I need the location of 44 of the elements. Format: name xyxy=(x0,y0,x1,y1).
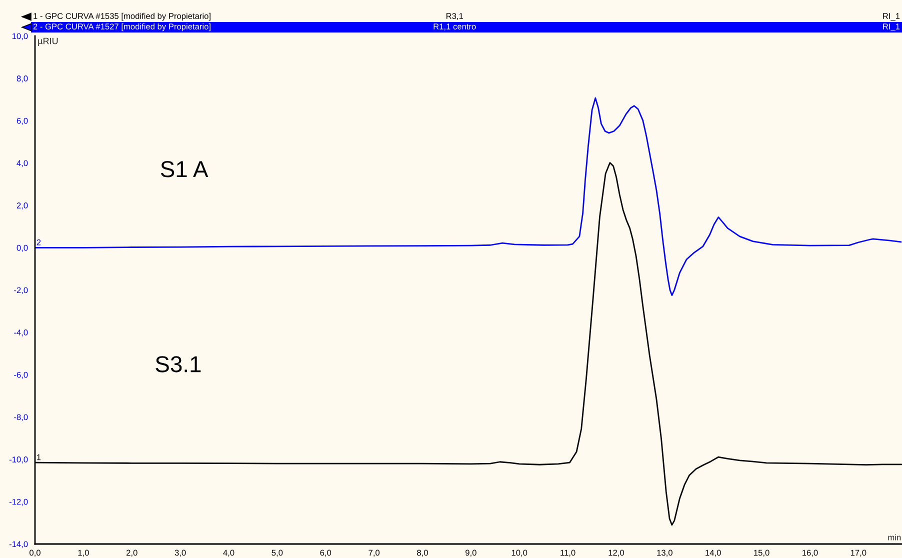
x-tick-label: 10,0 xyxy=(512,550,528,557)
x-tick-label: 15,0 xyxy=(754,550,770,557)
x-tick-label: 11,0 xyxy=(560,550,576,557)
x-tick-label: 16,0 xyxy=(802,550,818,557)
y-axis-title: µRIU xyxy=(38,38,58,46)
x-tick-label: 4,0 xyxy=(223,550,234,557)
x-tick-label: 17,0 xyxy=(850,550,866,557)
x-tick-label: 5,0 xyxy=(272,550,283,557)
y-tick-label: -14,0 xyxy=(9,541,28,548)
y-tick-label: -8,0 xyxy=(14,414,28,422)
x-tick-label: 7,0 xyxy=(368,550,380,557)
x-tick-label: 6,0 xyxy=(320,550,332,557)
x-tick-label: 0,0 xyxy=(30,550,40,557)
text: R3,1 xyxy=(446,13,464,20)
y-tick-label: 6,0 xyxy=(16,118,28,125)
text: RI_1 xyxy=(883,24,900,32)
x-tick-label: 2,0 xyxy=(126,550,138,557)
y-tick-label: -12,0 xyxy=(9,498,28,506)
y-tick-label: -2,0 xyxy=(14,287,28,294)
y-tick-label: 4,0 xyxy=(16,160,28,168)
x-tick-label: 12,0 xyxy=(608,550,624,557)
y-tick-label: 0,0 xyxy=(16,244,28,252)
y-tick-label: -10,0 xyxy=(9,456,28,464)
y-tick-label: 8,0 xyxy=(16,76,28,82)
annotation: S3.1 xyxy=(156,356,201,372)
y-tick-label: 10,0 xyxy=(12,33,28,40)
annotation: S1 A xyxy=(160,161,208,178)
x-tick-label: 14,0 xyxy=(706,550,721,557)
x-tick-label: 8,0 xyxy=(417,550,428,557)
x-tick-label: 9,0 xyxy=(466,550,476,557)
y-tick-label: -4,0 xyxy=(14,330,28,336)
line-series xyxy=(35,97,902,296)
y-tick-label: -6,0 xyxy=(14,372,28,379)
x-tick-label: 3,0 xyxy=(174,550,186,557)
x-tick-label: 1,0 xyxy=(78,550,89,557)
annotation: 2 xyxy=(36,239,41,246)
x-tick-label: 13,0 xyxy=(657,550,672,557)
legend-label: 1 - GPC CURVA #1535 [modified by Propietario] xyxy=(34,12,210,21)
legend-label: 2 - GPC CURVA #1527 [modified by Propietario] xyxy=(33,23,210,32)
annotation: 1 xyxy=(37,454,41,460)
text: R1,1 centro xyxy=(434,24,476,30)
y-tick-label: 2,0 xyxy=(16,202,28,210)
text: RI_1 xyxy=(883,13,900,21)
x-axis-title: min xyxy=(888,534,901,540)
